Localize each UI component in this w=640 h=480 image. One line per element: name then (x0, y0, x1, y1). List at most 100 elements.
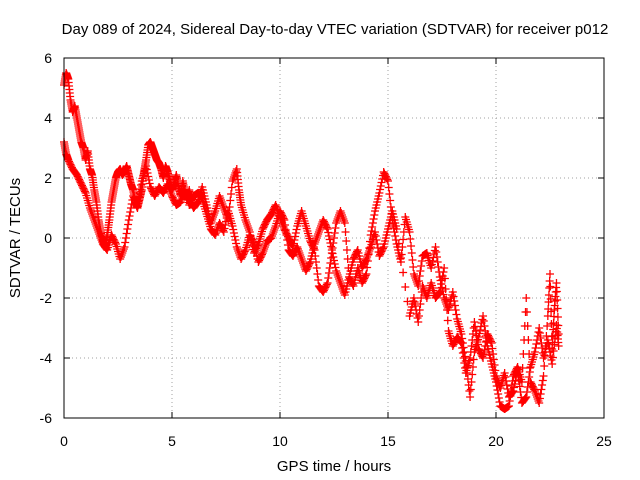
data-point-interp (479, 350, 488, 358)
x-tick-label: 0 (60, 433, 68, 449)
data-point-interp (227, 190, 236, 198)
data-point (548, 360, 557, 368)
data-point-interp (91, 220, 100, 228)
data-point (314, 228, 323, 236)
data-point-interp (458, 349, 467, 357)
data-point (362, 255, 371, 263)
data-point-interp (240, 247, 249, 256)
data-point-interp (530, 385, 539, 394)
data-point-interp (435, 289, 444, 297)
data-point-interp (503, 385, 512, 393)
data-point (228, 222, 237, 230)
data-point-interp (242, 220, 251, 228)
data-point-interp (432, 248, 441, 256)
data-point-interp (544, 291, 553, 299)
data-point-interp (524, 378, 533, 386)
data-point-interp (512, 369, 521, 378)
data-point (448, 288, 457, 296)
data-point-interp (533, 336, 542, 344)
data-point (535, 324, 544, 332)
data-point-interp (209, 211, 218, 219)
data-point (479, 354, 488, 362)
data-point-interp (372, 236, 381, 244)
data-point-interp (167, 190, 176, 198)
data-point-interp (314, 230, 323, 238)
data-point-interp (361, 271, 370, 280)
data-point-interp (221, 221, 230, 229)
data-point-interp (409, 263, 418, 271)
data-point-interp (473, 336, 482, 344)
data-point (457, 330, 466, 338)
data-point-interp (342, 237, 351, 245)
data-point (280, 216, 289, 224)
data-point-interp (495, 398, 504, 406)
data-point-interp (549, 347, 558, 355)
data-point (176, 198, 185, 206)
data-point (409, 270, 418, 278)
data-point-interp (471, 322, 480, 331)
data-point-interp (229, 229, 238, 237)
data-point-interp (507, 389, 516, 397)
x-tick-label: 5 (168, 433, 176, 449)
plot-frame (63, 57, 605, 419)
data-points (60, 69, 563, 413)
data-point-interp (391, 232, 400, 240)
data-point (530, 348, 539, 356)
data-point (219, 228, 228, 236)
data-point-interp (313, 270, 322, 278)
data-point-interp (363, 251, 372, 259)
data-point-interp (193, 199, 202, 207)
data-point-interp (415, 306, 424, 314)
data-point-interp (125, 212, 134, 220)
data-point-interp (269, 228, 278, 236)
data-point-interp (479, 317, 488, 325)
data-point-interp (510, 383, 518, 392)
data-point-interp (378, 244, 387, 253)
data-point-interp (491, 366, 500, 375)
data-point-interp (524, 336, 533, 344)
data-point-interp (538, 381, 547, 389)
data-point (530, 387, 539, 395)
data-point-interp (538, 376, 547, 385)
data-point-interp (268, 232, 277, 240)
data-point-interp (436, 284, 445, 292)
data-point-interp (291, 229, 300, 237)
data-point-interp (283, 236, 292, 244)
data-point-interp (486, 337, 495, 346)
data-point-interp (92, 222, 101, 230)
data-point (440, 264, 449, 272)
data-point-interp (543, 322, 552, 330)
data-point-interp (364, 249, 373, 257)
data-point-interp (95, 230, 104, 238)
data-point (362, 270, 371, 278)
data-point-interp (534, 328, 543, 336)
y-tick-label: 6 (44, 50, 52, 66)
data-point-interp (468, 363, 477, 371)
data-point-interp (414, 312, 423, 320)
data-point (546, 270, 554, 278)
data-point-interp (442, 295, 451, 304)
data-point-interp (292, 225, 301, 234)
data-point-interp (553, 296, 562, 304)
x-tick-label: 25 (596, 433, 612, 449)
data-point (470, 318, 479, 326)
data-point-interp (219, 226, 228, 235)
data-point (543, 336, 552, 344)
data-point-interp (373, 240, 382, 248)
data-point-interp (330, 256, 338, 265)
data-point-interp (472, 331, 481, 340)
data-point-interp (121, 234, 130, 242)
data-point-interp (165, 186, 174, 194)
data-point-interp (144, 172, 153, 181)
data-point-interp (334, 273, 343, 281)
data-point-interp (478, 315, 487, 324)
data-point-interp (440, 274, 449, 283)
data-point-interp (417, 257, 426, 265)
data-point-interp (449, 292, 458, 301)
y-tick-label: -6 (40, 410, 53, 426)
data-point-interp (281, 221, 290, 229)
data-point-interp (456, 338, 465, 346)
data-point-interp (324, 228, 333, 237)
data-point (513, 366, 522, 374)
data-point-interp (548, 353, 557, 362)
